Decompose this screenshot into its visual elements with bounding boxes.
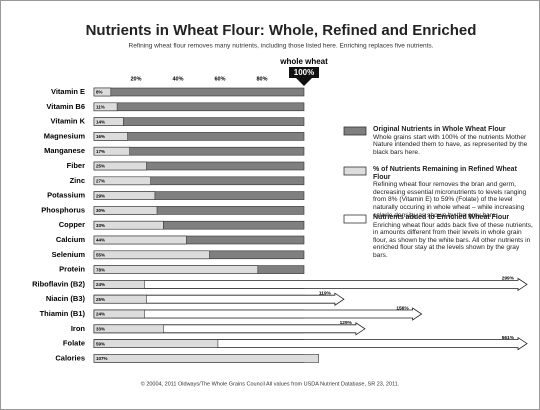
enriched-value-label: 119% [319,290,332,296]
category-label: Vitamin K [51,117,86,126]
category-label: Phosphorus [41,205,85,214]
value-label: 78% [96,267,105,272]
reference-label: whole wheat [279,57,328,66]
bar [93,324,164,334]
bar [93,235,187,245]
value-label: 33% [96,223,105,228]
bar [93,250,210,260]
category-label: Manganese [44,146,85,155]
legend-title: Nutrients added to Enriched Wheat Flour [373,214,510,221]
category-label: Copper [59,220,85,229]
bar [93,117,124,126]
bar [93,191,156,200]
chart-subtitle: Refining wheat flour removes many nutrie… [129,43,434,50]
bar [93,102,118,112]
category-label: Zinc [70,176,85,185]
legend-entry: % of Nutrients Remaining in Refined Whea… [373,166,533,219]
x-tick-label: 20% [130,76,141,82]
bar [93,146,131,156]
footer: © 20004, 2011 Oldways/The Whole Grains C… [141,380,400,387]
bar [93,354,319,363]
legend-description: Enriching wheat flour adds back five of … [373,221,533,259]
bar [93,87,112,97]
legend-swatch [343,126,367,136]
value-label: 14% [96,119,105,124]
x-tick-label: 60% [214,76,225,82]
category-label: Selenium [52,250,86,259]
value-label: 44% [96,238,105,243]
enriched-arrow [93,277,528,292]
category-label: Vitamin E [51,87,85,96]
value-label: 11% [96,104,105,109]
enriched-arrow [93,307,423,321]
legend-description: Refining wheat flour removes the bran an… [373,181,527,219]
enriched-value-label: 561% [502,335,515,341]
value-label: 27% [96,178,105,183]
category-label: Riboflavin (B2) [32,279,85,288]
value-label: 24% [96,282,105,287]
value-label: 25% [96,297,105,302]
category-label: Fiber [67,161,85,170]
category-label: Calcium [56,235,86,244]
legend-entry: Nutrients added to Enriched Wheat Flour E… [373,214,533,260]
category-label: Iron [71,324,86,333]
bar [93,132,128,141]
bar [93,161,147,171]
legend-swatch [343,214,367,224]
value-label: 24% [96,312,105,317]
value-label: 17% [96,149,105,154]
category-label: Folate [63,339,85,348]
bar [93,339,219,348]
value-label: 16% [96,134,105,139]
category-label: Calories [55,353,85,362]
bar [93,176,152,186]
value-label: 33% [96,326,105,331]
category-label: Thiamin (B1) [40,309,86,318]
reference-value: 100% [294,68,314,77]
reference-box [289,67,319,78]
x-tick-label: 80% [256,76,267,82]
bar [93,206,158,215]
value-label: 55% [96,252,105,257]
value-label: 29% [96,193,105,198]
bar [93,102,305,112]
value-label: 25% [96,164,105,169]
legend-title: Original Nutrients in Whole Wheat Flour [373,126,506,133]
value-label: 8% [96,90,103,95]
category-label: Vitamin B6 [46,102,85,111]
x-tick-label: 40% [172,76,183,82]
category-label: Niacin (B3) [46,294,86,303]
legend-swatch [343,166,367,176]
category-label: Potassium [47,191,85,200]
legend-description: Whole grains start with 100% of the nutr… [373,133,528,156]
value-label: 59% [96,341,105,346]
category-label: Protein [59,265,85,274]
bar [93,87,305,97]
enriched-value-label: 129% [340,320,353,326]
enriched-value-label: 299% [502,276,515,282]
bar [93,294,147,304]
legend-entry: Original Nutrients in Whole Wheat Flour W… [373,126,533,156]
value-label: 30% [96,208,105,213]
value-label: 107% [96,356,108,361]
legend-title: % of Nutrients Remaining in Refined Whea… [373,166,517,181]
reference-pointer [296,78,312,86]
bar [93,280,145,289]
enriched-value-label: 156% [396,305,409,311]
bar [93,309,145,319]
chart-title: Nutrients in Wheat Flour: Whole, Refined… [86,22,477,39]
bar [93,117,305,126]
category-label: Magnesium [44,131,86,140]
bar [93,220,164,230]
bar [93,265,259,274]
